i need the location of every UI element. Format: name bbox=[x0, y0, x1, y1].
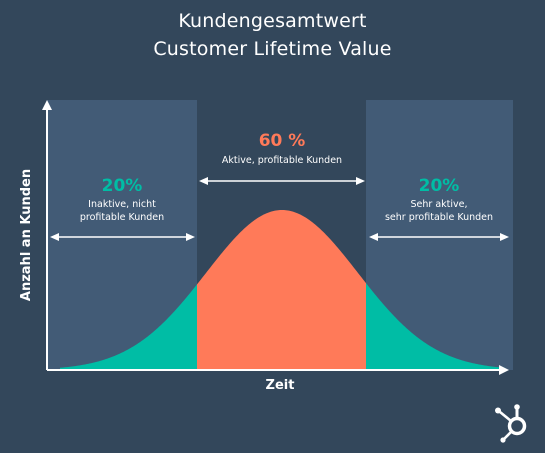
range-arrow-right-head-start bbox=[369, 233, 378, 241]
chart-title-line1: Kundengesamtwert bbox=[178, 10, 367, 32]
curve-area-active bbox=[197, 210, 366, 370]
range-arrow-center-head-end bbox=[356, 177, 365, 185]
x-axis-label: Zeit bbox=[266, 378, 295, 393]
curve-area-very-active bbox=[366, 283, 505, 370]
x-axis-arrowhead bbox=[499, 365, 509, 375]
range-arrow-center-head-start bbox=[199, 177, 208, 185]
chart-title-line2: Customer Lifetime Value bbox=[153, 38, 392, 60]
y-axis-arrowhead bbox=[42, 100, 52, 110]
segment-percent-active: 60 % bbox=[259, 131, 306, 151]
segment-label-very-active-line1: Sehr aktive, bbox=[411, 199, 468, 210]
segment-percent-inactive: 20% bbox=[102, 176, 143, 196]
segment-label-inactive-line2: profitable Kunden bbox=[80, 212, 164, 223]
segment-label-inactive-line1: Inaktive, nicht bbox=[88, 199, 156, 210]
curve-area-inactive bbox=[60, 284, 197, 370]
segment-label-active: Aktive, profitable Kunden bbox=[222, 155, 342, 166]
hubspot-logo-icon bbox=[495, 404, 527, 443]
y-axis-label: Anzahl an Kunden bbox=[19, 169, 34, 301]
range-arrow-left-head-end bbox=[186, 233, 195, 241]
segment-label-very-active-line2: sehr profitable Kunden bbox=[385, 212, 493, 223]
range-arrow-left-head-start bbox=[50, 233, 59, 241]
segment-percent-very-active: 20% bbox=[419, 176, 460, 196]
range-arrow-right-head-end bbox=[500, 233, 509, 241]
